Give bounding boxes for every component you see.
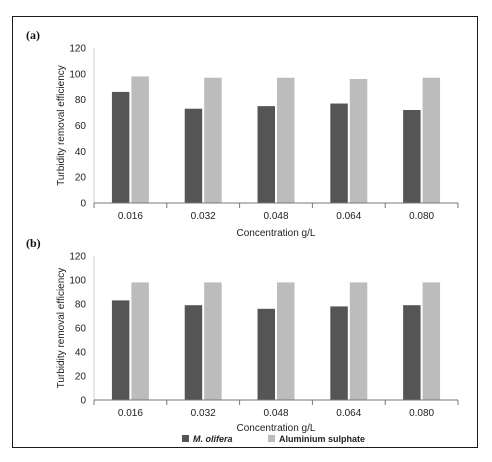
bar-aluminium-sulphate [204,77,222,203]
bar-aluminium-sulphate [277,282,295,400]
bar-aluminium-sulphate [131,76,149,203]
bar-m-olifera [184,305,203,400]
y-tick-label: 100 [69,69,86,80]
bar-aluminium-sulphate [204,282,222,400]
bar-m-olifera [330,306,348,400]
y-tick-label: 0 [80,199,86,210]
x-tick-label: 0.064 [336,211,361,222]
y-axis-title: Turbidity removal efficiency [56,268,67,389]
bar-aluminium-sulphate [349,79,368,203]
bar-m-olifera [184,108,203,203]
legend-swatch-aluminium-sulphate [268,435,275,442]
x-tick-label: 0.032 [191,211,216,222]
x-axis-title: Concentration g/L [237,423,316,434]
x-tick-label: 0.016 [118,211,143,222]
bar-m-olifera [257,308,275,400]
bar-m-olifera [111,91,130,203]
x-tick-label: 0.032 [191,408,216,419]
x-tick-label: 0.064 [336,408,361,419]
x-tick-label: 0.048 [263,408,288,419]
x-tick-label: 0.016 [118,408,143,419]
y-tick-label: 40 [75,147,87,158]
bar-m-olifera [257,106,275,203]
y-tick-label: 60 [75,121,87,132]
y-tick-label: 0 [80,396,86,407]
bar-m-olifera [330,103,348,203]
bar-aluminium-sulphate [349,282,368,400]
panel-label: (a) [26,28,40,42]
bar-m-olifera [111,300,130,400]
bar-m-olifera [403,305,421,400]
bar-aluminium-sulphate [422,282,441,400]
y-tick-label: 120 [69,44,86,55]
x-tick-label: 0.048 [263,211,288,222]
y-axis-title: Turbidity removal efficiency [56,65,67,186]
legend-label-m-olifera: M. olifera [193,434,233,444]
legend-label-aluminium-sulphate: Aluminium sulphate [279,434,365,444]
y-tick-label: 80 [75,95,87,106]
bar-m-olifera [403,110,421,203]
y-tick-label: 80 [75,300,87,311]
y-tick-label: 20 [75,372,87,383]
x-axis-title: Concentration g/L [237,228,316,239]
panel-label: (b) [26,236,41,250]
bar-aluminium-sulphate [131,282,149,400]
y-tick-label: 20 [75,173,87,184]
x-tick-label: 0.080 [409,211,434,222]
x-tick-label: 0.080 [409,408,434,419]
legend-swatch-m-olifera [182,435,189,442]
figure-frame [12,16,478,448]
y-tick-label: 60 [75,324,87,335]
y-tick-label: 120 [69,252,86,263]
bar-aluminium-sulphate [277,77,295,203]
bar-aluminium-sulphate [422,77,441,203]
y-tick-label: 40 [75,348,87,359]
y-tick-label: 100 [69,276,86,287]
